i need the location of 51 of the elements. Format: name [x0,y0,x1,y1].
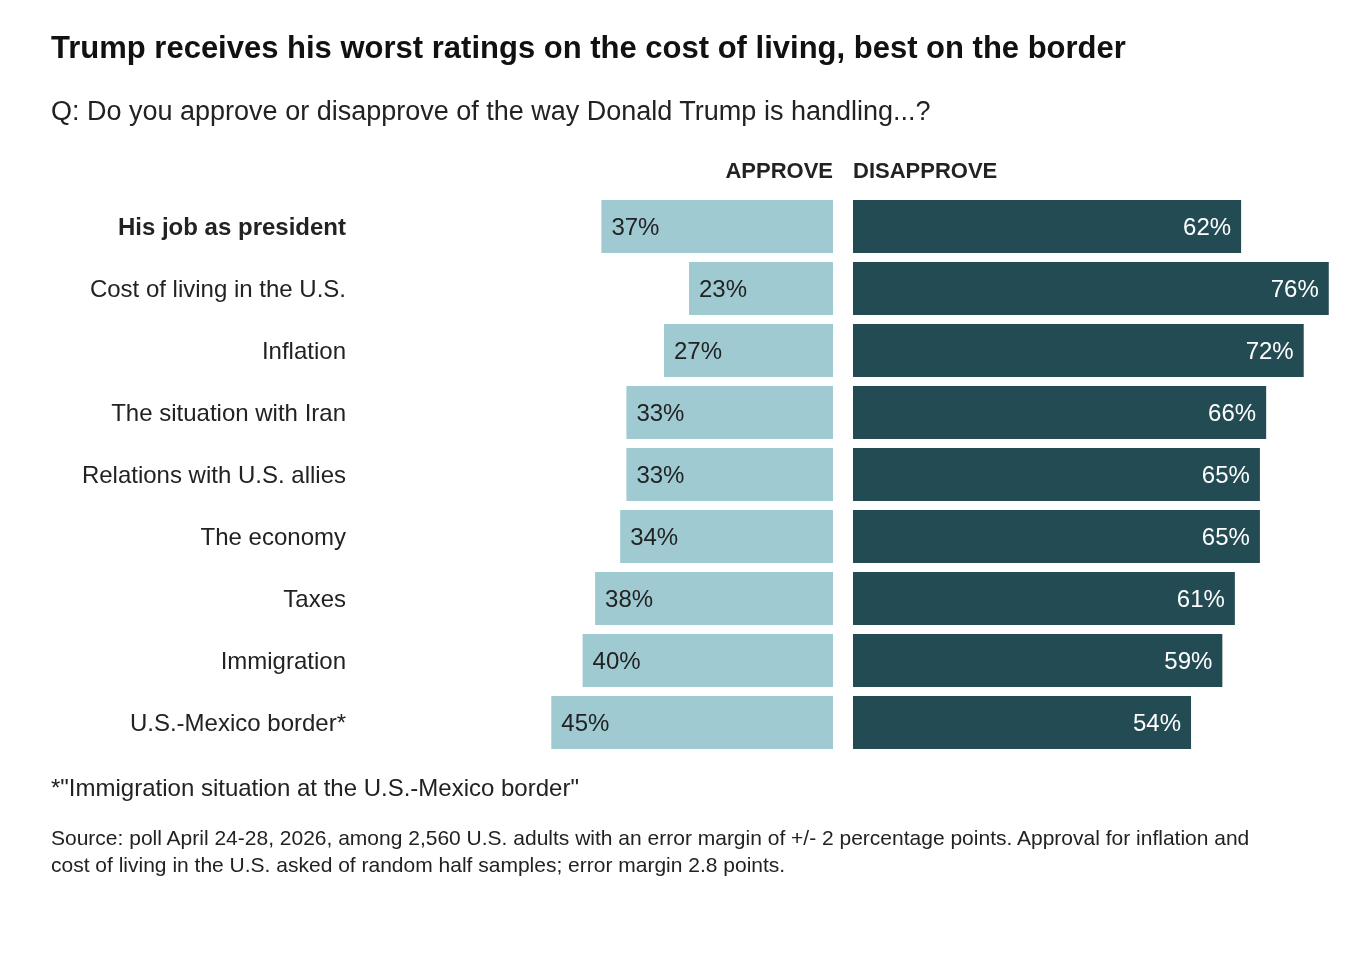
data-label: 65% [1201,460,1250,488]
y-tick-label: The situation with Iran [111,398,346,426]
y-tick-label: His job as president [117,212,346,240]
chart-title: APPROVE [725,158,833,183]
data-label: 40% [592,646,641,674]
data-label: 23% [699,274,748,302]
data-label: 76% [1270,274,1319,302]
y-tick-label: Cost of living in the U.S. [89,274,346,302]
bar [551,696,833,749]
bar [853,200,1242,253]
data-label: 62% [1183,212,1232,240]
chart-title: DISAPPROVE [853,158,998,183]
text: *"Immigration situation at the U.S.-Mexico border" [51,774,579,801]
bar [853,696,1192,749]
bar [620,510,833,563]
y-tick-label: Taxes [283,584,346,612]
data-label: 61% [1176,584,1225,612]
data-label: 33% [636,398,685,426]
data-label: 54% [1132,708,1182,736]
text: Trump receives his worst ratings on the cost of living, best on the border [51,30,1126,65]
y-tick-label: Immigration [220,646,346,674]
bar [595,572,833,625]
y-tick-label: Inflation [261,336,346,364]
text: Q: Do you approve or disapprove of the way Donald Trump is handling...? [51,96,931,126]
data-label: 72% [1245,336,1294,364]
data-label: 27% [673,336,723,364]
bar [689,262,833,315]
data-label: 38% [605,584,654,612]
bar [626,448,833,501]
bar [853,510,1260,563]
data-label: 34% [630,522,679,550]
bar [853,324,1304,377]
bar [582,634,833,687]
data-label: 59% [1164,646,1213,674]
data-label: 45% [561,708,610,736]
bar [601,200,833,253]
data-label: 33% [636,460,685,488]
y-tick-label: Relations with U.S. allies [81,460,346,488]
data-label: 66% [1208,398,1257,426]
y-tick-label: The economy [200,522,346,550]
bar [663,324,833,377]
bar [853,448,1260,501]
data-label: 65% [1201,522,1250,550]
y-tick-label: U.S.-Mexico border* [129,708,346,736]
data-label: 37% [611,212,660,240]
bar [853,634,1223,687]
bar [626,386,833,439]
bar [853,572,1235,625]
bar [853,386,1267,439]
bar [853,262,1329,315]
source-note: Source: poll April 24-28, 2026, among 2,560 U.S. adults with an error margin of +/- 2 percentage points. Approval for inflation and cost of living in the U.S. asked of random half samples; error margin 2.8 points. [51,826,1250,876]
